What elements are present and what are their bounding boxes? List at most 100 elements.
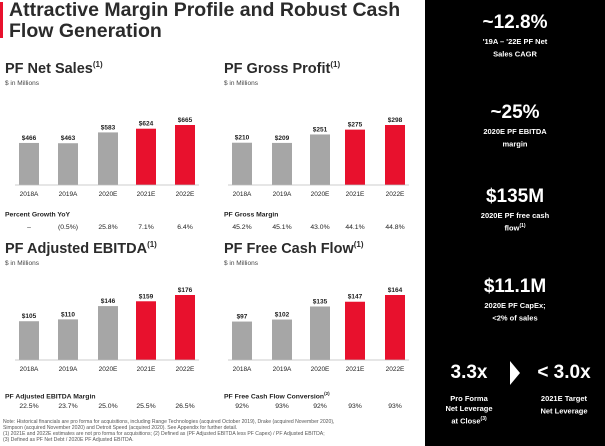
data-label: $583 (101, 124, 116, 131)
x-tick-label: 2021E (137, 366, 156, 373)
metric-value: 6.4% (177, 224, 193, 231)
footnote-line: Note: Historical financials are pro form… (3, 419, 335, 425)
x-tick-label: 2018A (20, 366, 39, 373)
metric-value: 45.1% (272, 224, 292, 231)
bar-2021E (136, 128, 156, 185)
metric-value: 26.5% (175, 403, 195, 410)
x-tick-label: 2022E (386, 191, 405, 198)
leverage-target: < 3.0x 2021E Target Net Leverage (525, 362, 603, 417)
unit-label: $ in Millions (5, 80, 39, 87)
metric-value: 22.5% (19, 403, 39, 410)
data-label: $275 (348, 122, 363, 129)
metric-value: (0.5%) (57, 224, 79, 231)
kpi-label: 2020E PF free cash flow(1) (480, 211, 550, 233)
data-label: $146 (101, 298, 116, 305)
data-label: $624 (139, 121, 154, 128)
metric-row: 45.2% 45.1% 43.0% 44.1% 44.8% (224, 224, 414, 234)
metric-value: 44.8% (385, 224, 405, 231)
data-label: $298 (388, 117, 403, 124)
data-label: $466 (22, 135, 37, 142)
data-label: $110 (61, 311, 75, 318)
kpi-free-cash-flow: $135M 2020E PF free cash flow(1) (425, 186, 605, 234)
bar-2020E (98, 132, 118, 185)
metric-row: 92% 93% 92% 93% 93% (224, 403, 414, 413)
kpi-label: 2020E PF EBITDA margin (483, 127, 547, 149)
gross-profit-panel: PF Gross Profit(1) $ in Millions $210 201… (224, 60, 414, 231)
chevron-right-icon (510, 361, 520, 385)
net-sales-chart: $466 2018A $463 2019A $583 2020E $624 2021E $665… (15, 117, 199, 198)
panel-title: PF Gross Profit(1) (224, 60, 341, 77)
x-tick-label: 2021E (346, 191, 365, 198)
leverage-value: < 3.0x (537, 362, 591, 383)
data-label: $147 (348, 294, 363, 301)
free-cash-flow-chart: $97 2018A $102 2019A $135 2020E $147 2021E $164 2… (228, 287, 409, 373)
bar-2018A (232, 321, 252, 360)
kpi-value: $135M (485, 186, 545, 207)
metric-label: PF Adjusted EBITDA Margin (5, 393, 96, 401)
bar-2020E (310, 306, 330, 360)
panel-title: PF Free Cash Flow(1) (224, 240, 364, 257)
x-tick-label: 2020E (99, 366, 118, 373)
bar-2022E (385, 295, 405, 360)
metric-label: Percent Growth YoY (5, 211, 71, 219)
x-tick-label: 2019A (59, 366, 78, 373)
bar-2021E (345, 301, 365, 360)
metric-value: 44.1% (345, 224, 365, 231)
metric-row: 22.5% 23.7% 25.0% 25.5% 26.5% (5, 403, 205, 413)
bar-2018A (19, 142, 39, 185)
kpi-value: $11.1M (483, 276, 547, 297)
kpi-label: '19A – '22E PF Net Sales CAGR (482, 37, 548, 59)
adjusted-ebitda-chart: $105 2018A $110 2019A $146 2020E $159 2021E $176… (15, 287, 199, 373)
kpi-label: 2020E PF CapEx; <2% of sales (484, 301, 546, 323)
unit-label: $ in Millions (224, 260, 258, 267)
net-sales-panel: PF Net Sales(1) $ in Millions $466 2018A $… (5, 60, 205, 231)
adjusted-ebitda-panel: PF Adjusted EBITDA(1) $ in Millions $105… (5, 240, 205, 415)
data-label: $97 (237, 314, 248, 321)
metric-label: PF Gross Margin (224, 211, 279, 219)
unit-label: $ in Millions (224, 80, 258, 87)
leverage-at-close: 3.3x Pro Forma Net Leverage at Close(3) (433, 362, 505, 427)
bar-2022E (385, 125, 405, 185)
data-label: $105 (22, 313, 37, 320)
metric-row: – (0.5%) 25.8% 7.1% 6.4% (5, 224, 205, 234)
kpi-capex: $11.1M 2020E PF CapEx; <2% of sales (425, 276, 605, 324)
metric-value: 25.5% (136, 403, 156, 410)
panel-title: PF Adjusted EBITDA(1) (5, 240, 157, 257)
x-tick-label: 2019A (59, 191, 78, 198)
metric-label: PF Free Cash Flow Conversion(2) (224, 391, 330, 401)
metric-value: 25.8% (98, 224, 118, 231)
data-label: $176 (178, 287, 193, 294)
x-tick-label: 2018A (20, 191, 39, 198)
metric-value: – (27, 224, 31, 231)
bar-2019A (272, 319, 292, 360)
bar-2020E (310, 134, 330, 185)
footnote-line: Simpson (acquired November 2020) and Det… (3, 425, 238, 432)
bar-2021E (136, 301, 156, 360)
x-tick-label: 2022E (176, 191, 195, 198)
bar-2018A (19, 321, 39, 360)
metric-value: 43.0% (310, 224, 330, 231)
metric-value: 93% (275, 403, 289, 410)
data-label: $102 (275, 312, 290, 319)
x-tick-label: 2019A (273, 366, 292, 373)
data-label: $251 (313, 126, 328, 133)
x-tick-label: 2021E (346, 366, 365, 373)
x-tick-label: 2020E (311, 191, 330, 198)
data-label: $159 (139, 293, 154, 300)
title-accent-bar (0, 2, 3, 38)
bar-2022E (175, 295, 195, 360)
kpi-value: ~12.8% (482, 12, 548, 33)
metric-value: 25.0% (98, 403, 118, 410)
bar-2019A (58, 319, 78, 360)
kpi-value: ~25% (490, 102, 540, 123)
panel-title: PF Net Sales(1) (5, 60, 103, 77)
bar-2021E (345, 129, 365, 185)
unit-label: $ in Millions (5, 260, 39, 267)
footnote: Note: Historical financials are pro form… (3, 419, 415, 443)
kpi-ebitda-margin: ~25% 2020E PF EBITDA margin (425, 102, 605, 150)
x-tick-label: 2022E (386, 366, 405, 373)
bar-2018A (232, 142, 252, 185)
x-tick-label: 2018A (233, 366, 252, 373)
data-label: $164 (388, 287, 403, 294)
data-label: $135 (313, 298, 328, 305)
